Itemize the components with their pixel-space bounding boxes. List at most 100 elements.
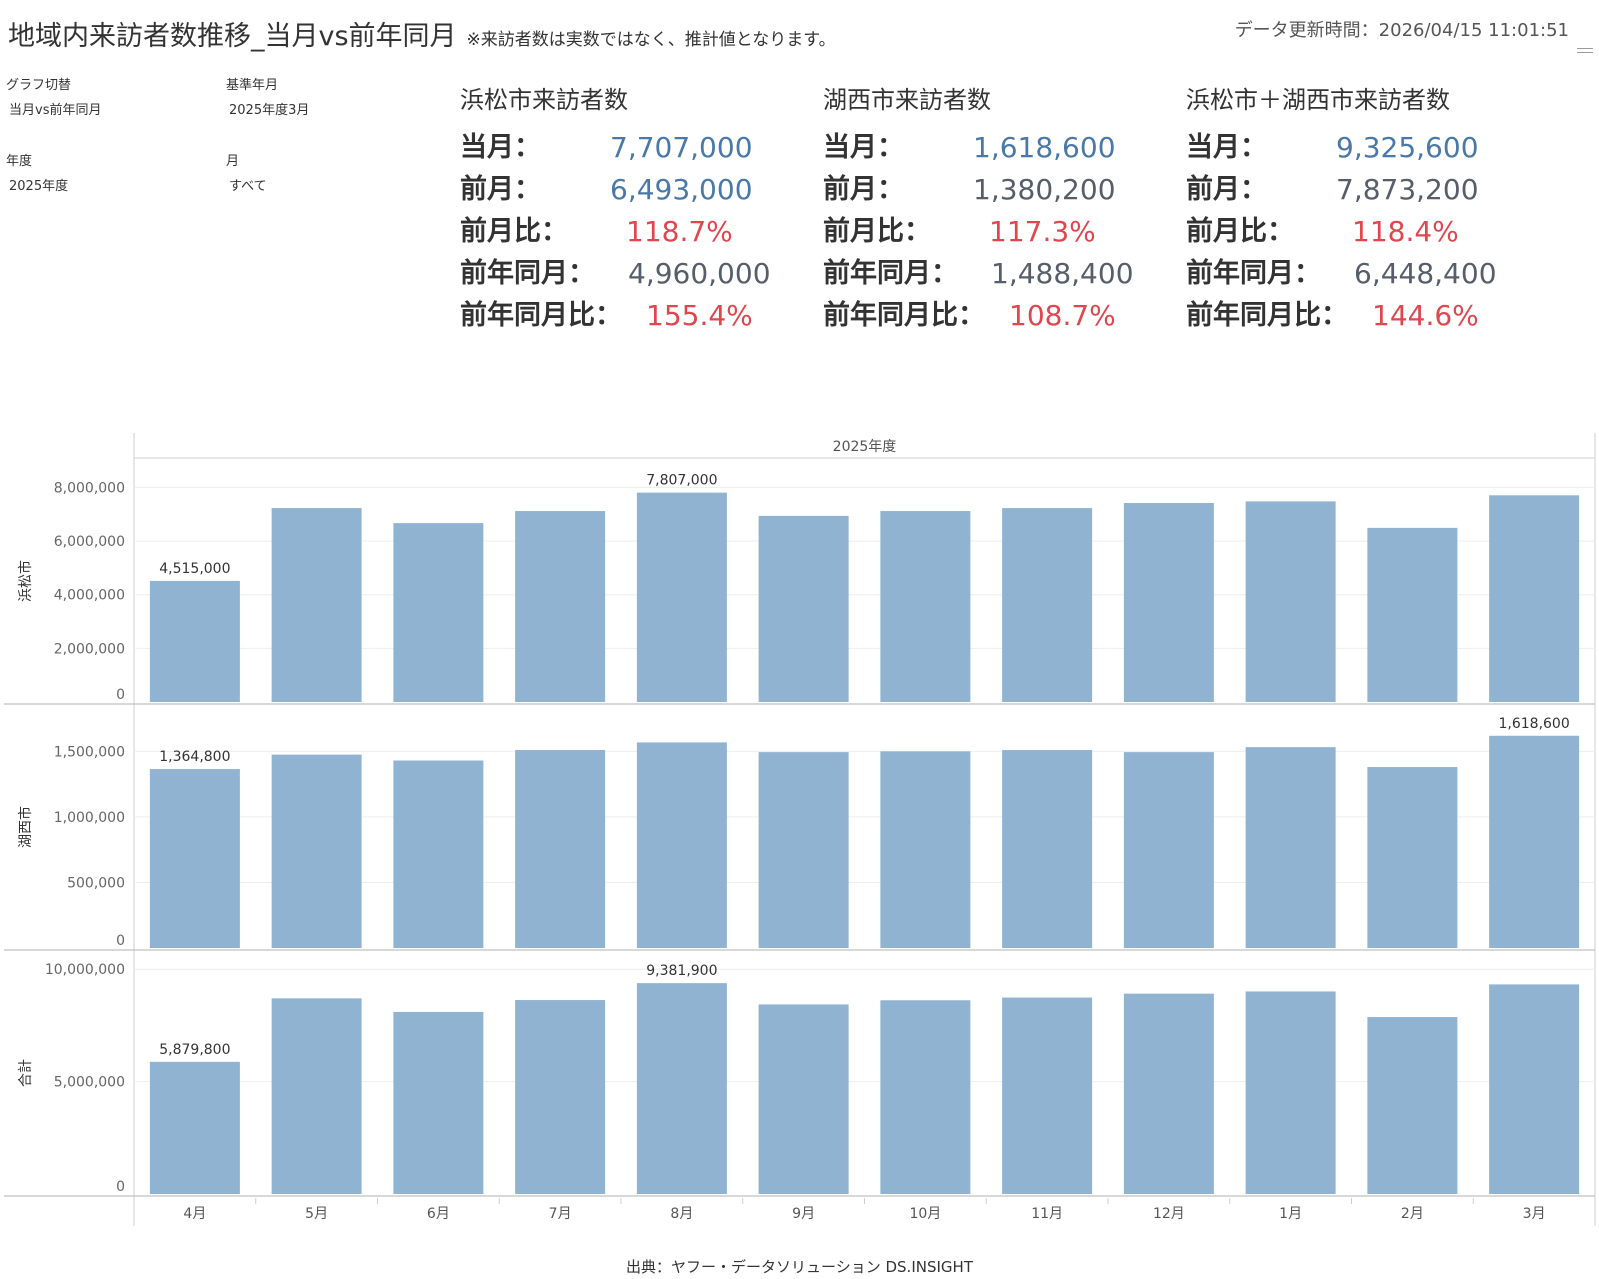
page-title: 地域内来訪者数推移_当月vs前年同月 ※来訪者数は実数ではなく、推計値となります。 — [8, 14, 836, 53]
filter-month[interactable]: 月 すべて — [226, 150, 267, 194]
kpi-current-value: 1,618,600 — [973, 131, 1116, 164]
bar — [636, 492, 727, 702]
y-tick-label: 0 — [116, 687, 125, 703]
y-tick-label: 6,000,000 — [54, 534, 125, 550]
filter-value[interactable]: すべて — [229, 179, 267, 194]
bar — [1002, 508, 1093, 702]
x-tick-label: 9月 — [792, 1206, 815, 1222]
y-tick-label: 1,500,000 — [54, 744, 125, 760]
kpi-mom-ratio: 118.7% — [626, 215, 733, 248]
kpi-label: 前月： — [460, 174, 541, 205]
y-tick-label: 10,000,000 — [45, 962, 125, 978]
column-header: 2025年度 — [833, 439, 897, 455]
bar — [1123, 752, 1214, 948]
filter-label: 基準年月 — [226, 78, 279, 93]
bar — [1367, 1017, 1458, 1194]
x-tick-label: 12月 — [1153, 1206, 1185, 1222]
filter-label: グラフ切替 — [6, 78, 72, 93]
kpi-label: 当月： — [460, 132, 541, 163]
data-label: 5,879,800 — [159, 1042, 230, 1058]
y-tick-label: 4,000,000 — [54, 588, 125, 604]
kpi-title: 湖西市来訪者数 — [823, 86, 991, 114]
kpi-label: 前年同月比： — [1186, 300, 1348, 331]
y-tick-label: 0 — [116, 1179, 125, 1195]
bar — [271, 998, 362, 1194]
x-tick-label: 7月 — [549, 1206, 572, 1222]
x-tick-label: 1月 — [1279, 1206, 1302, 1222]
bar — [271, 754, 362, 948]
data-label: 1,364,800 — [159, 749, 230, 765]
y-tick-label: 5,000,000 — [54, 1075, 125, 1091]
data-label: 4,515,000 — [159, 561, 230, 577]
bar — [636, 742, 727, 948]
kpi-current-value: 9,325,600 — [1336, 131, 1479, 164]
kpi-mom-ratio: 118.4% — [1352, 215, 1459, 248]
bar — [1489, 495, 1580, 702]
kpi-title: 浜松市来訪者数 — [460, 86, 628, 114]
x-tick-label: 11月 — [1031, 1206, 1063, 1222]
data-label: 7,807,000 — [646, 473, 717, 489]
bar — [758, 1004, 849, 1194]
bar — [880, 751, 971, 948]
bar — [393, 1011, 484, 1194]
bar — [149, 580, 240, 702]
bar — [515, 750, 606, 948]
kpi-label: 前年同月： — [823, 258, 958, 289]
bar — [1367, 527, 1458, 702]
kpi-mom-ratio: 117.3% — [989, 215, 1096, 248]
filter-graph-toggle[interactable]: グラフ切替 当月vs前年同月 — [6, 74, 101, 118]
filter-value[interactable]: 2025年度3月 — [229, 103, 310, 118]
kpi-label: 前年同月比： — [460, 300, 622, 331]
bar — [758, 515, 849, 702]
menu-icon[interactable] — [1577, 48, 1593, 58]
kpi-label: 当月： — [1186, 132, 1267, 163]
kpi-label: 当月： — [823, 132, 904, 163]
visitor-bar-chart[interactable]: 2025年度 0 2,000,000 4,000,000 6,000,000 8,000,… — [0, 0, 1599, 1250]
kpi-kosai: 湖西市来訪者数 当月： 1,618,600 前月： 1,380,200 前月比： 11… — [823, 80, 1134, 337]
filter-base-month[interactable]: 基準年月 2025年度3月 — [226, 74, 309, 118]
bar — [515, 1000, 606, 1194]
bar — [393, 760, 484, 948]
bar — [1245, 747, 1336, 948]
x-tick-label: 5月 — [305, 1206, 328, 1222]
data-label: 1,618,600 — [1498, 716, 1569, 732]
source-credit: 出典：ヤフー・データソリューション DS.INSIGHT — [626, 1258, 973, 1276]
row-header: 浜松市 — [17, 560, 34, 602]
bar — [758, 752, 849, 948]
kpi-prev-month-value: 1,380,200 — [973, 173, 1116, 206]
filter-value[interactable]: 当月vs前年同月 — [9, 103, 102, 118]
bar — [1002, 750, 1093, 948]
bar — [149, 1061, 240, 1194]
filter-value[interactable]: 2025年度 — [9, 179, 69, 194]
kpi-total: 浜松市＋湖西市来訪者数 当月： 9,325,600 前月： 7,873,200 前月… — [1186, 80, 1497, 337]
y-tick-label: 8,000,000 — [54, 480, 125, 496]
row-header: 合計 — [18, 1059, 34, 1087]
kpi-yoy-ratio: 108.7% — [1009, 299, 1116, 332]
kpi-yoy-ratio: 155.4% — [646, 299, 753, 332]
data-updated-time: データ更新時間：2026/04/15 11:01:51 — [1234, 20, 1569, 41]
bar — [880, 1000, 971, 1194]
y-tick-label: 500,000 — [67, 875, 125, 891]
bar — [1002, 997, 1093, 1194]
bar — [636, 983, 727, 1194]
bar — [1123, 503, 1214, 702]
bar — [1489, 735, 1580, 948]
x-tick-label: 4月 — [183, 1206, 206, 1222]
kpi-label: 前月： — [1186, 174, 1267, 205]
x-tick-label: 6月 — [427, 1206, 450, 1222]
bar — [880, 511, 971, 702]
kpi-label: 前月比： — [823, 216, 931, 247]
filter-fiscal-year[interactable]: 年度 2025年度 — [6, 150, 68, 194]
x-tick-label: 8月 — [670, 1206, 693, 1222]
y-tick-label: 2,000,000 — [54, 641, 125, 657]
kpi-label: 前月比： — [1186, 216, 1294, 247]
bar — [1245, 991, 1336, 1194]
bar — [1489, 984, 1580, 1194]
x-tick-label: 2月 — [1401, 1206, 1424, 1222]
data-label: 9,381,900 — [646, 963, 717, 979]
kpi-yoy-ratio: 144.6% — [1372, 299, 1479, 332]
kpi-label: 前年同月： — [460, 258, 595, 289]
bar — [1245, 501, 1336, 702]
title-text: 地域内来訪者数推移_当月vs前年同月 — [8, 21, 457, 52]
kpi-title: 浜松市＋湖西市来訪者数 — [1186, 86, 1450, 114]
